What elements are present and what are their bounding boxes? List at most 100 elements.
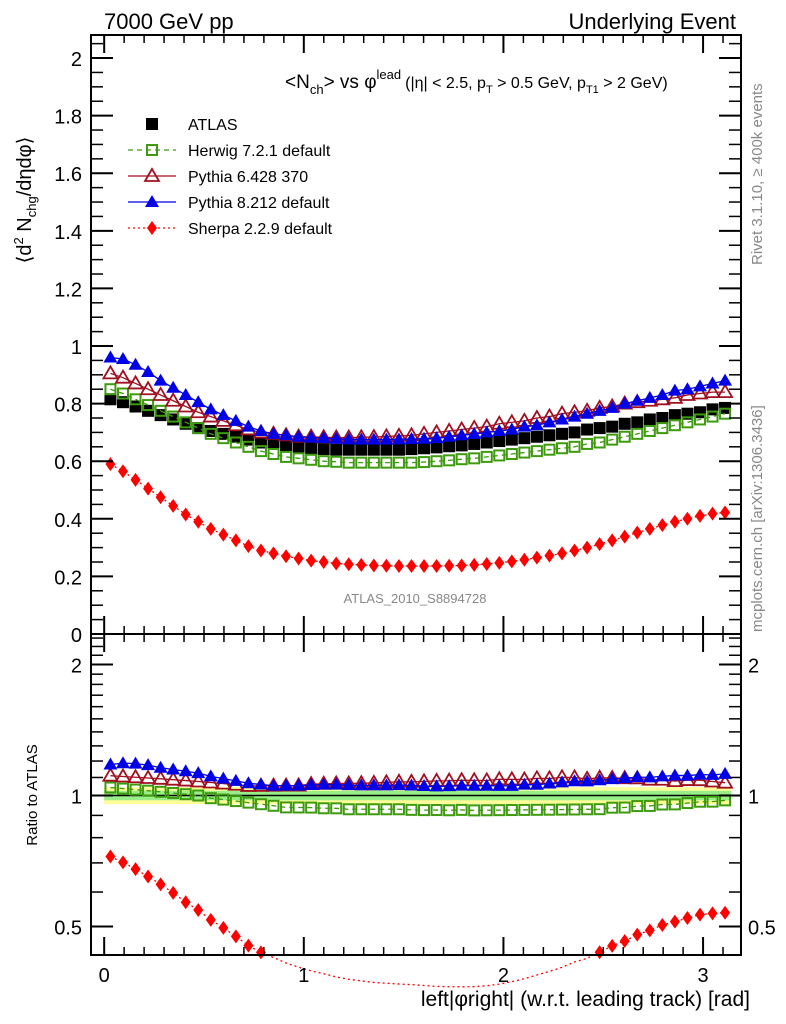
ratio-data-point [168, 885, 179, 900]
data-point [632, 525, 643, 540]
ratio-data-point [305, 801, 318, 814]
data-point [493, 449, 506, 462]
ratio-data-point [655, 769, 670, 782]
title-cuts3: > 2 GeV) [599, 75, 668, 92]
ratio-data-point [202, 773, 220, 789]
data-point [343, 557, 354, 572]
data-point [355, 456, 368, 469]
data-point [139, 380, 157, 396]
data-point [292, 440, 305, 453]
ratio-data-point [101, 766, 120, 782]
ratio-data-point [716, 773, 734, 789]
data-point [431, 559, 442, 574]
data-point [254, 436, 267, 449]
data-point [593, 422, 606, 435]
ratio-data-point [391, 778, 406, 791]
data-point [555, 412, 570, 425]
ratio-data-point [543, 803, 556, 816]
ratio-data-point [555, 775, 570, 788]
data-point [592, 403, 607, 416]
ratio-data-point [656, 798, 669, 811]
data-point [619, 529, 630, 544]
data-point [518, 432, 531, 445]
ratio-data-point [667, 768, 682, 781]
data-point [177, 397, 195, 413]
ratio-data-point [631, 800, 644, 813]
data-point [691, 384, 709, 400]
ratio-data-point [304, 777, 319, 790]
data-point [380, 443, 393, 456]
data-point [193, 514, 204, 529]
data-point [531, 550, 542, 565]
ratio-data-point [217, 793, 230, 806]
data-point [716, 383, 734, 398]
data-point [467, 426, 482, 439]
ratio-data-point [354, 778, 369, 791]
data-point [330, 455, 343, 468]
ratio-data-point [479, 778, 494, 791]
data-point [242, 440, 255, 453]
data-point [682, 511, 693, 526]
data-point [656, 412, 669, 425]
data-point [517, 419, 532, 432]
ratio-data-point [189, 772, 207, 788]
data-point [192, 422, 205, 435]
y-tick-label: 0.8 [54, 395, 82, 417]
y-axis-label: ⟨d2 Nchg/dηdφ⟩ [11, 137, 39, 264]
ratio-data-point [567, 774, 582, 787]
data-point [180, 507, 191, 522]
ratio-data-point [218, 920, 229, 935]
ratio-data-point [241, 776, 256, 789]
ratio-data-point [404, 778, 419, 791]
ratio-data-point [317, 802, 330, 815]
legend-entry: Pythia 8.212 default [128, 195, 330, 212]
data-point [406, 559, 417, 574]
data-point [380, 456, 393, 469]
data-point [581, 423, 594, 436]
data-point [569, 543, 580, 558]
data-point [706, 410, 719, 423]
data-point [505, 433, 518, 446]
ratio-data-point [116, 782, 129, 795]
ratio-data-point [680, 768, 695, 781]
data-point [506, 554, 517, 569]
data-point [281, 549, 292, 564]
data-point [430, 441, 443, 454]
data-point [253, 423, 268, 436]
data-point [367, 443, 380, 456]
ratio-data-point [556, 803, 569, 816]
data-point [316, 431, 331, 444]
data-point [179, 416, 192, 429]
data-point [666, 389, 684, 404]
data-point [341, 432, 356, 445]
data-point [268, 546, 279, 561]
series-pythia-8-212-default [103, 350, 733, 445]
data-point [519, 552, 530, 567]
ratio-data-point [643, 799, 656, 812]
ratio-tick-label-left: 0.5 [54, 917, 82, 939]
ratio-data-point [292, 801, 305, 814]
legend-label: ATLAS [188, 117, 238, 134]
ratio-data-point [180, 895, 191, 910]
data-point [492, 423, 507, 436]
ratio-data-point [617, 771, 632, 784]
data-point [544, 548, 555, 563]
ratio-data-point [103, 757, 118, 770]
data-point [128, 357, 143, 370]
ratio-data-point [529, 777, 544, 790]
ratio-data-point [129, 783, 142, 796]
data-point [456, 558, 467, 573]
data-point [167, 410, 180, 423]
data-point [168, 498, 179, 513]
data-point [291, 429, 306, 442]
data-point [192, 422, 205, 435]
data-point [557, 546, 568, 561]
data-point [391, 432, 406, 445]
ylabel-post: /dηdφ⟩ [14, 137, 36, 197]
data-point [668, 419, 681, 432]
data-point [204, 427, 217, 440]
data-point [104, 383, 117, 396]
ratio-data-point [142, 784, 155, 797]
data-point [129, 393, 142, 406]
ratio-data-point [581, 803, 594, 816]
